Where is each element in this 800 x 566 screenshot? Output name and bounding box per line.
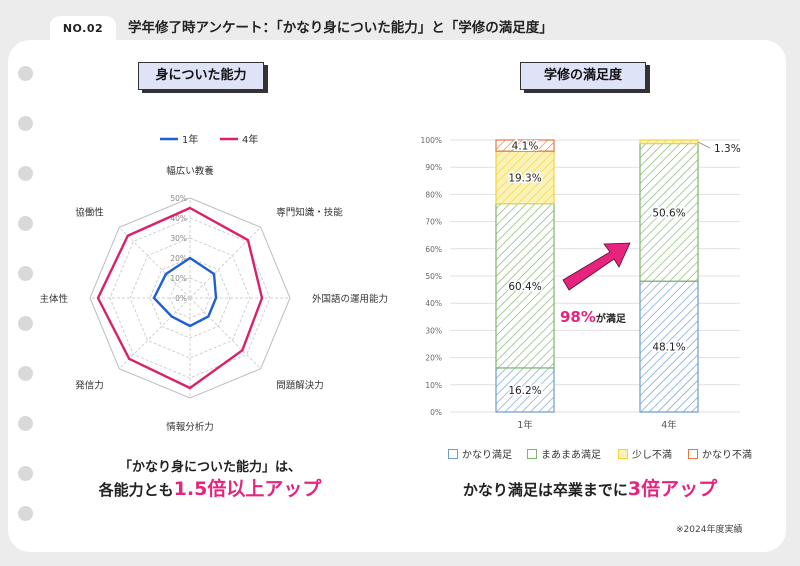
trend-arrow-icon bbox=[562, 242, 631, 291]
radar-axis-label: 幅広い教養 bbox=[166, 165, 214, 177]
bar-y-tick-label: 50% bbox=[425, 272, 442, 281]
bar-segment bbox=[495, 203, 555, 369]
bar-caption: かなり満足は卒業までに3倍アップ bbox=[430, 474, 750, 501]
bar-segment bbox=[639, 139, 699, 145]
binder-hole bbox=[18, 506, 33, 521]
bar-segment bbox=[639, 280, 699, 413]
bar-legend-label: かなり満足 bbox=[462, 450, 512, 461]
binder-hole bbox=[18, 166, 33, 181]
radar-section-label: 身についた能力 bbox=[138, 62, 264, 90]
bar-legend-label: まあまあ満足 bbox=[541, 450, 601, 461]
bar-data-label: 1.3% bbox=[714, 143, 741, 155]
binder-hole bbox=[18, 266, 33, 281]
binder-hole bbox=[18, 66, 33, 81]
bar-legend-swatch bbox=[688, 448, 698, 459]
bar-y-tick-label: 80% bbox=[425, 190, 442, 199]
radar-axis-label: 協働性 bbox=[75, 207, 104, 219]
radar-spoke bbox=[118, 297, 191, 370]
radar-tick-label: 30% bbox=[170, 234, 187, 243]
radar-axis-label: 外国語の運用能力 bbox=[312, 293, 388, 305]
bar-legend-item: かなり不満 bbox=[688, 446, 752, 461]
bar-caption-highlight: 3倍アップ bbox=[627, 478, 718, 500]
radar-grid-ring bbox=[129, 237, 251, 359]
radar-axis-label: 発信力 bbox=[75, 379, 104, 391]
radar-caption-line1: 「かなり身についた能力」は、 bbox=[118, 460, 301, 475]
radar-axis-label: 問題解決力 bbox=[276, 379, 324, 391]
satisfaction-highlight-suffix: が満足 bbox=[596, 312, 627, 325]
bar-category-label: 1年 bbox=[517, 419, 533, 431]
radar-series-1 bbox=[152, 256, 218, 328]
bar-segment bbox=[639, 142, 699, 282]
page-title: 学年修了時アンケート：「かなり身についた能力」と「学修の満足度」 bbox=[128, 20, 553, 36]
radar-axis-label: 情報分析力 bbox=[166, 421, 214, 433]
radar-tick-label: 10% bbox=[170, 274, 187, 283]
satisfaction-highlight: 98%が満足 bbox=[560, 308, 627, 326]
bar-y-tick-label: 10% bbox=[425, 381, 442, 390]
bar-y-tick-label: 30% bbox=[425, 326, 442, 335]
bar-data-label: 16.2% bbox=[508, 385, 541, 397]
bar-data-label: 4.1% bbox=[512, 141, 539, 153]
bar-data-label: 50.6% bbox=[652, 207, 685, 219]
bar-segment bbox=[495, 139, 555, 152]
radar-tick-label: 0% bbox=[175, 294, 187, 303]
radar-legend-label: 4年 bbox=[242, 133, 258, 146]
bar-section-label: 学修の満足度 bbox=[520, 62, 646, 90]
bar-legend-item: かなり満足 bbox=[448, 446, 512, 461]
bar-segment bbox=[495, 367, 555, 413]
radar-grid-ring bbox=[89, 197, 291, 399]
radar-spoke bbox=[189, 297, 262, 370]
radar-tick-label: 50% bbox=[170, 194, 187, 203]
radar-spoke bbox=[189, 226, 262, 299]
bar-category-label: 4年 bbox=[661, 419, 677, 431]
bar-label-leader bbox=[697, 141, 711, 149]
footnote: ※2024年度実績 bbox=[676, 525, 743, 535]
radar-caption-line2: 各能力とも1.5倍以上アップ bbox=[60, 474, 360, 501]
bar-y-tick-label: 40% bbox=[425, 299, 442, 308]
bar-legend-swatch bbox=[448, 448, 458, 459]
bar-legend-item: 少し不満 bbox=[618, 446, 672, 461]
bar-legend-swatch bbox=[618, 448, 628, 459]
bar-y-tick-label: 70% bbox=[425, 218, 442, 227]
bar-data-label: 19.3% bbox=[508, 172, 541, 184]
bar-data-label: 48.1% bbox=[652, 342, 685, 354]
bar-legend-label: かなり不満 bbox=[702, 450, 752, 461]
bar-caption-prefix: かなり満足は卒業までに bbox=[462, 481, 628, 499]
radar-caption-prefix: 各能力とも bbox=[98, 481, 174, 499]
binder-hole bbox=[18, 216, 33, 231]
bar-legend-item: まあまあ満足 bbox=[527, 446, 601, 461]
radar-series-2 bbox=[96, 206, 264, 390]
radar-legend-label: 1年 bbox=[182, 133, 198, 146]
bar-y-tick-label: 60% bbox=[425, 245, 442, 254]
radar-grid-ring bbox=[109, 217, 271, 379]
radar-tick-label: 20% bbox=[170, 254, 187, 263]
binder-hole bbox=[18, 366, 33, 381]
bar-legend-label: 少し不満 bbox=[632, 450, 672, 461]
radar-spoke bbox=[118, 226, 191, 299]
radar-axis-label: 専門知識・技能 bbox=[276, 207, 343, 219]
binder-hole bbox=[18, 116, 33, 131]
bar-y-tick-label: 20% bbox=[425, 354, 442, 363]
binder-hole bbox=[18, 316, 33, 331]
radar-caption-highlight: 1.5倍以上アップ bbox=[173, 478, 322, 500]
radar-axis-label: 主体性 bbox=[39, 293, 68, 305]
satisfaction-highlight-value: 98% bbox=[560, 308, 596, 326]
bar-data-label: 60.4% bbox=[508, 281, 541, 293]
binder-hole bbox=[18, 466, 33, 481]
binder-hole bbox=[18, 416, 33, 431]
bar-y-tick-label: 100% bbox=[421, 136, 442, 145]
bar-legend-swatch bbox=[527, 448, 537, 459]
bar-y-tick-label: 90% bbox=[425, 163, 442, 172]
radar-tick-label: 40% bbox=[170, 214, 187, 223]
bar-y-tick-label: 0% bbox=[430, 408, 442, 417]
section-number-badge: NO.02 bbox=[50, 16, 116, 40]
